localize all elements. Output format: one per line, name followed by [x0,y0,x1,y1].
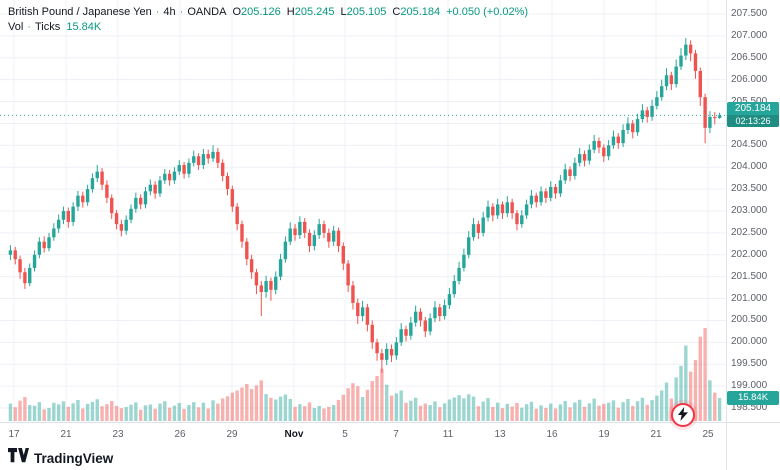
price-tick-label: 202.500 [731,226,768,238]
change-value: +0.050 (+0.02%) [446,6,529,18]
lightning-icon [677,406,689,424]
last-price-value: 205.184 [734,103,772,115]
price-tick-label: 204.500 [731,139,768,151]
separator-dot: · [179,6,184,18]
time-tick-label: 5 [342,429,348,440]
time-tick-label: 17 [8,429,20,440]
candlestick-series[interactable] [8,38,722,373]
volume-axis-badge: 15.84K [727,390,779,405]
bar-countdown: 02:13:26 [727,115,779,128]
time-tick-label: 13 [494,429,506,440]
price-tick-label: 207.500 [731,8,768,19]
time-tick-label: 23 [112,429,124,440]
time-tick-label: 26 [174,429,186,440]
close-value: 205.184 [400,6,441,18]
tradingview-logo[interactable]: TradingView [8,448,113,468]
separator-dot: · [155,6,160,18]
open-label: O [232,6,242,18]
symbol-title[interactable]: British Pound / Japanese Yen [8,6,152,18]
time-tick-label: Nov [284,429,304,440]
volume-series [8,328,722,422]
price-tick-label: 200.000 [731,336,768,348]
time-tick-label: 21 [650,429,662,440]
price-tick-label: 198.500 [731,402,768,413]
open-value: 205.126 [241,6,281,18]
symbol-row[interactable]: British Pound / Japanese Yen · 4h · OANDA O20… [8,5,528,20]
time-tick-label: 7 [393,429,399,440]
close-label: C [392,6,401,18]
high-value: 205.245 [294,6,335,18]
price-tick-label: 199.500 [731,358,768,370]
price-tick-label: 206.000 [731,73,768,85]
high-label: H [286,6,295,18]
volume-row[interactable]: Vol · Ticks 15.84K [8,20,528,35]
tradingview-logo-icon [8,448,29,468]
price-tick-label: 203.000 [731,205,768,216]
volume-label: Vol [8,21,24,33]
low-value: 205.105 [346,6,387,18]
price-tick-label: 201.000 [731,292,768,304]
price-tick-label: 201.500 [731,270,768,282]
price-tick-label: 200.500 [731,314,768,326]
separator-dot: · [27,21,31,33]
time-tick-label: 19 [598,429,610,440]
price-tick-label: 199.000 [731,380,768,392]
last-price-badge: 205.184 02:13:26 [727,102,779,128]
time-tick-label: 29 [226,429,238,440]
time-tick-label: 25 [702,429,714,440]
interval-label[interactable]: 4h [163,6,176,18]
time-tick-label: 16 [546,429,558,440]
price-tick-label: 203.500 [731,183,768,195]
price-tick-label: 202.000 [731,248,768,260]
grid-lines [0,0,726,422]
time-tick-label: 21 [60,429,72,440]
quick-alert-button[interactable] [671,403,695,427]
price-tick-label: 206.500 [731,51,768,63]
time-tick-label: 11 [442,429,454,440]
price-tick-label: 207.000 [731,29,768,41]
price-tick-label: 205.500 [731,95,768,107]
volume-type-label: Ticks [34,21,61,33]
low-label: L [340,6,347,18]
price-tick-label: 204.000 [731,161,768,173]
chart-legend: British Pound / Japanese Yen · 4h · OANDA O20… [8,5,528,35]
tradingview-logo-text: TradingView [34,450,114,466]
volume-value: 15.84K [66,21,102,33]
exchange-label[interactable]: OANDA [187,6,227,18]
